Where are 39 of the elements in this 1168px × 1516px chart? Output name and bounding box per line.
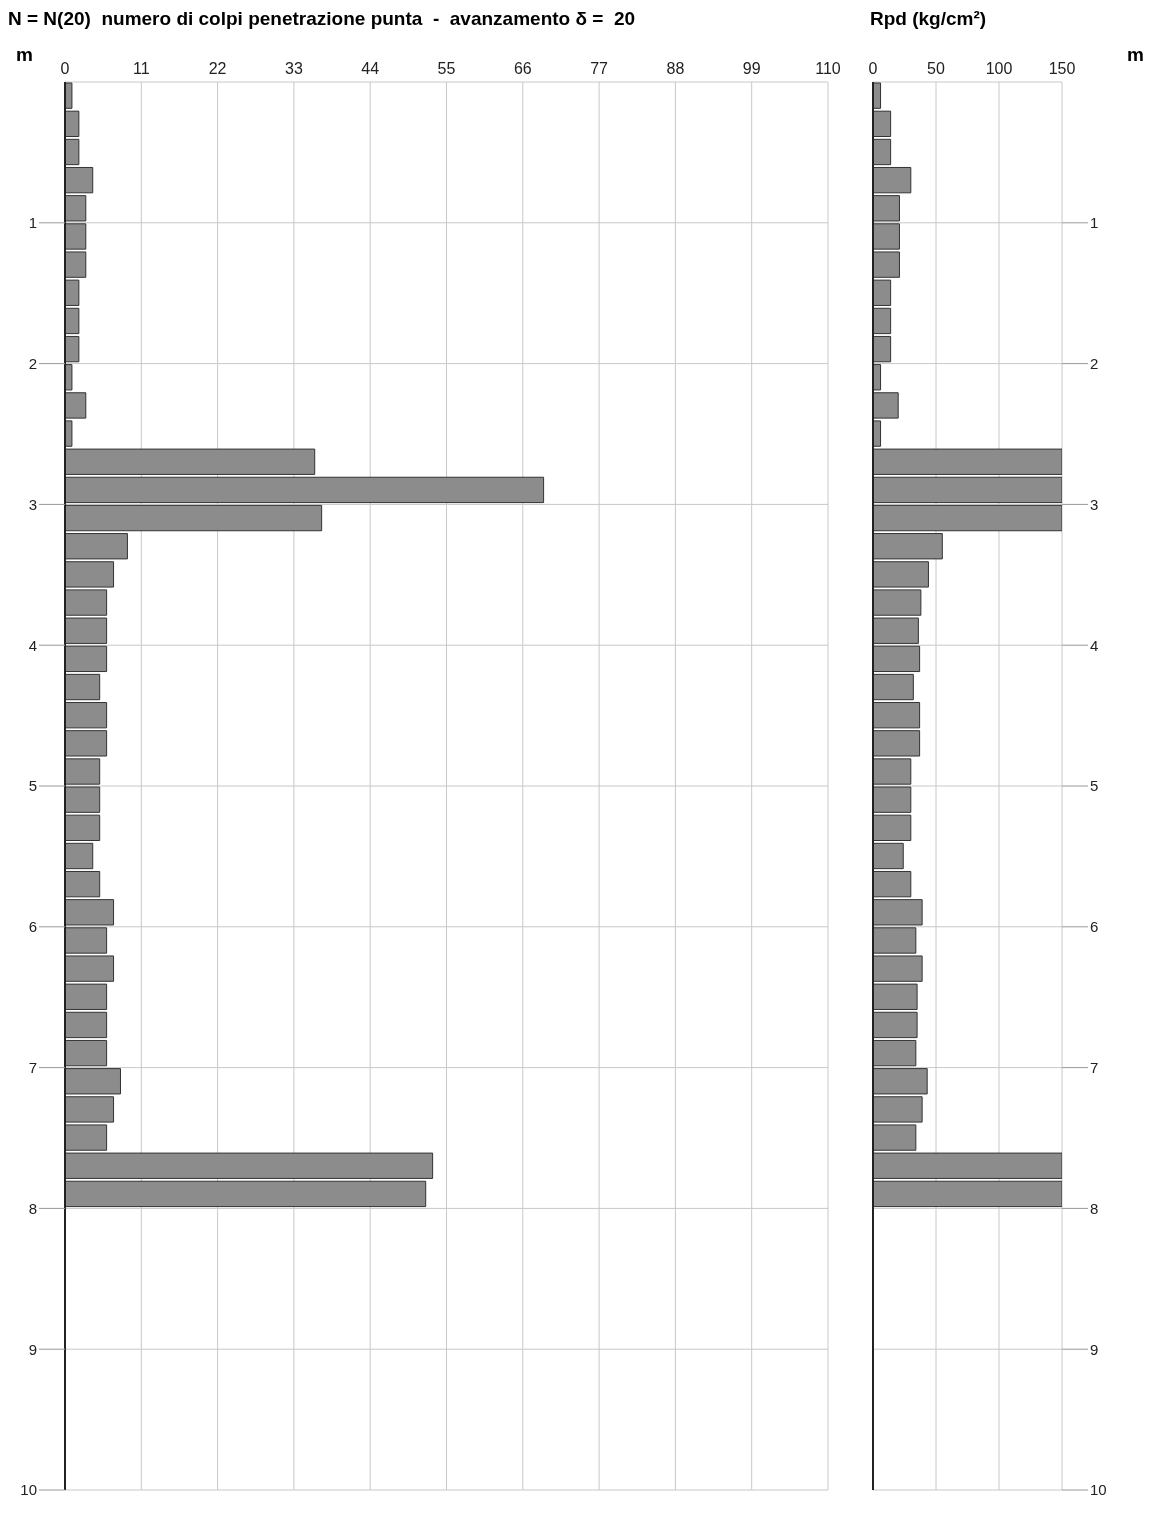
y-tick-label: 10 (1090, 1481, 1107, 1499)
y-axis-title: m (16, 44, 33, 66)
y-tick-label: 4 (1090, 636, 1099, 654)
y-tick-label: 8 (28, 1199, 37, 1217)
x-tick-label: 150 (1048, 60, 1076, 77)
x-tick-label: 22 (208, 60, 227, 77)
y-tick-label: 6 (1090, 918, 1099, 936)
y-tick-label: 3 (28, 495, 37, 513)
y-tick-label: 4 (28, 636, 37, 654)
y-axis-title: m (1127, 44, 1144, 66)
y-tick-label: 6 (28, 918, 37, 936)
y-tick-label: 9 (28, 1340, 37, 1358)
chart-title: Rpd (kg/cm²) (870, 8, 987, 30)
y-tick-label: 7 (1090, 1058, 1099, 1076)
y-tick-label: 1 (28, 214, 37, 232)
x-tick-label: 44 (361, 60, 380, 77)
x-tick-label: 88 (666, 60, 685, 77)
y-tick-label: 5 (1090, 777, 1099, 795)
y-tick-label: 2 (1090, 354, 1099, 372)
x-tick-label: 0 (60, 60, 70, 77)
x-tick-label: 110 (815, 60, 841, 77)
x-tick-label: 33 (285, 60, 303, 77)
y-tick-label: 9 (1090, 1340, 1099, 1358)
y-tick-label: 8 (1090, 1199, 1099, 1217)
x-tick-label: 100 (985, 60, 1013, 77)
x-tick-label: 11 (133, 60, 150, 77)
y-tick-label: 2 (28, 354, 37, 372)
x-tick-label: 0 (868, 60, 878, 77)
x-tick-label: 66 (513, 60, 532, 77)
y-tick-label: 5 (28, 777, 37, 795)
y-tick-label: 10 (20, 1481, 37, 1499)
x-tick-label: 99 (742, 60, 761, 77)
y-tick-label: 7 (28, 1058, 37, 1076)
y-tick-label: 3 (1090, 495, 1099, 513)
chart-title: N = N(20) numero di colpi penetrazione punta - avanzamento δ = 20 (8, 8, 636, 30)
x-tick-label: 55 (437, 60, 456, 77)
x-tick-label: 77 (590, 60, 609, 77)
y-tick-label: 1 (1090, 214, 1099, 232)
x-tick-label: 50 (927, 60, 945, 77)
